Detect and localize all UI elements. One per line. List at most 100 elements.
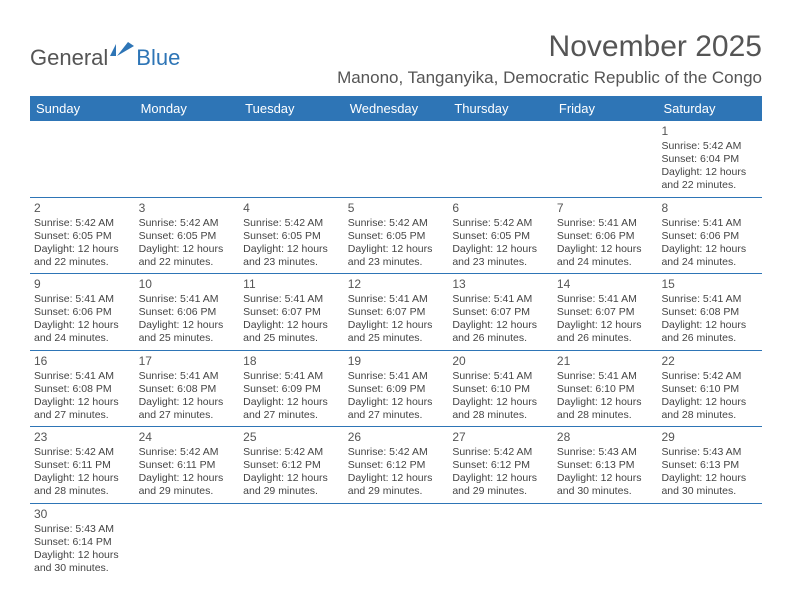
cell-daylight2: and 29 minutes. (139, 485, 236, 498)
day-header: Thursday (448, 96, 553, 121)
cell-sunset: Sunset: 6:13 PM (557, 459, 654, 472)
cell-sunset: Sunset: 6:12 PM (243, 459, 340, 472)
calendar-cell: 30Sunrise: 5:43 AMSunset: 6:14 PMDayligh… (30, 504, 135, 580)
cell-daylight1: Daylight: 12 hours (243, 472, 340, 485)
day-number: 7 (557, 201, 654, 216)
cell-daylight2: and 25 minutes. (243, 332, 340, 345)
cell-daylight1: Daylight: 12 hours (139, 319, 236, 332)
cell-sunrise: Sunrise: 5:41 AM (34, 293, 131, 306)
cell-sunset: Sunset: 6:06 PM (557, 230, 654, 243)
calendar-cell-empty (30, 121, 135, 197)
cell-daylight1: Daylight: 12 hours (452, 396, 549, 409)
day-number: 14 (557, 277, 654, 292)
calendar-cell: 17Sunrise: 5:41 AMSunset: 6:08 PMDayligh… (135, 351, 240, 427)
cell-daylight2: and 23 minutes. (243, 256, 340, 269)
week-row: 2Sunrise: 5:42 AMSunset: 6:05 PMDaylight… (30, 198, 762, 275)
cell-sunrise: Sunrise: 5:42 AM (243, 446, 340, 459)
cell-daylight1: Daylight: 12 hours (348, 243, 445, 256)
logo-text-blue: Blue (136, 45, 180, 71)
cell-daylight1: Daylight: 12 hours (661, 166, 758, 179)
cell-sunrise: Sunrise: 5:41 AM (661, 293, 758, 306)
calendar-cell-empty (135, 504, 240, 580)
cell-daylight2: and 27 minutes. (243, 409, 340, 422)
cell-daylight2: and 28 minutes. (557, 409, 654, 422)
calendar-cell: 21Sunrise: 5:41 AMSunset: 6:10 PMDayligh… (553, 351, 658, 427)
day-number: 21 (557, 354, 654, 369)
day-number: 16 (34, 354, 131, 369)
cell-daylight1: Daylight: 12 hours (34, 549, 131, 562)
calendar-cell: 8Sunrise: 5:41 AMSunset: 6:06 PMDaylight… (657, 198, 762, 274)
calendar-cell: 3Sunrise: 5:42 AMSunset: 6:05 PMDaylight… (135, 198, 240, 274)
cell-daylight2: and 29 minutes. (348, 485, 445, 498)
calendar-cell: 18Sunrise: 5:41 AMSunset: 6:09 PMDayligh… (239, 351, 344, 427)
cell-daylight2: and 30 minutes. (34, 562, 131, 575)
cell-sunset: Sunset: 6:07 PM (557, 306, 654, 319)
week-row: 1Sunrise: 5:42 AMSunset: 6:04 PMDaylight… (30, 121, 762, 198)
cell-sunset: Sunset: 6:07 PM (243, 306, 340, 319)
cell-sunset: Sunset: 6:06 PM (139, 306, 236, 319)
cell-sunrise: Sunrise: 5:43 AM (34, 523, 131, 536)
cell-daylight2: and 28 minutes. (34, 485, 131, 498)
cell-sunrise: Sunrise: 5:41 AM (661, 217, 758, 230)
cell-sunset: Sunset: 6:05 PM (34, 230, 131, 243)
cell-daylight1: Daylight: 12 hours (452, 243, 549, 256)
cell-daylight1: Daylight: 12 hours (661, 472, 758, 485)
calendar-cell: 15Sunrise: 5:41 AMSunset: 6:08 PMDayligh… (657, 274, 762, 350)
day-number: 4 (243, 201, 340, 216)
day-number: 26 (348, 430, 445, 445)
cell-daylight2: and 26 minutes. (557, 332, 654, 345)
calendar-cell-empty (553, 121, 658, 197)
cell-daylight2: and 26 minutes. (452, 332, 549, 345)
cell-sunset: Sunset: 6:05 PM (452, 230, 549, 243)
day-number: 18 (243, 354, 340, 369)
cell-daylight1: Daylight: 12 hours (452, 319, 549, 332)
cell-sunrise: Sunrise: 5:43 AM (557, 446, 654, 459)
calendar-cell: 20Sunrise: 5:41 AMSunset: 6:10 PMDayligh… (448, 351, 553, 427)
day-number: 5 (348, 201, 445, 216)
cell-sunrise: Sunrise: 5:41 AM (557, 293, 654, 306)
day-header: Tuesday (239, 96, 344, 121)
calendar-cell-empty (239, 121, 344, 197)
calendar-cell: 1Sunrise: 5:42 AMSunset: 6:04 PMDaylight… (657, 121, 762, 197)
calendar-cell: 28Sunrise: 5:43 AMSunset: 6:13 PMDayligh… (553, 427, 658, 503)
cell-daylight1: Daylight: 12 hours (243, 243, 340, 256)
weeks-container: 1Sunrise: 5:42 AMSunset: 6:04 PMDaylight… (30, 121, 762, 579)
cell-daylight2: and 29 minutes. (452, 485, 549, 498)
cell-daylight2: and 28 minutes. (452, 409, 549, 422)
cell-daylight2: and 23 minutes. (348, 256, 445, 269)
calendar-cell-empty (344, 121, 449, 197)
cell-sunset: Sunset: 6:05 PM (139, 230, 236, 243)
cell-daylight2: and 23 minutes. (452, 256, 549, 269)
day-number: 29 (661, 430, 758, 445)
calendar-cell: 12Sunrise: 5:41 AMSunset: 6:07 PMDayligh… (344, 274, 449, 350)
calendar-cell: 10Sunrise: 5:41 AMSunset: 6:06 PMDayligh… (135, 274, 240, 350)
day-number: 22 (661, 354, 758, 369)
logo: General Blue (30, 40, 180, 76)
day-headers-row: SundayMondayTuesdayWednesdayThursdayFrid… (30, 96, 762, 121)
calendar-cell-empty (448, 121, 553, 197)
day-number: 23 (34, 430, 131, 445)
calendar-cell: 7Sunrise: 5:41 AMSunset: 6:06 PMDaylight… (553, 198, 658, 274)
cell-sunrise: Sunrise: 5:42 AM (348, 446, 445, 459)
logo-text-general: General (30, 45, 108, 71)
calendar-cell: 19Sunrise: 5:41 AMSunset: 6:09 PMDayligh… (344, 351, 449, 427)
calendar-cell-empty (657, 504, 762, 580)
cell-sunrise: Sunrise: 5:42 AM (452, 446, 549, 459)
calendar-cell: 23Sunrise: 5:42 AMSunset: 6:11 PMDayligh… (30, 427, 135, 503)
cell-sunset: Sunset: 6:07 PM (452, 306, 549, 319)
cell-daylight1: Daylight: 12 hours (557, 472, 654, 485)
cell-sunrise: Sunrise: 5:42 AM (348, 217, 445, 230)
cell-sunset: Sunset: 6:08 PM (661, 306, 758, 319)
calendar-cell: 4Sunrise: 5:42 AMSunset: 6:05 PMDaylight… (239, 198, 344, 274)
cell-daylight1: Daylight: 12 hours (243, 396, 340, 409)
cell-daylight1: Daylight: 12 hours (661, 319, 758, 332)
day-number: 12 (348, 277, 445, 292)
cell-sunset: Sunset: 6:05 PM (348, 230, 445, 243)
cell-daylight2: and 27 minutes. (348, 409, 445, 422)
day-number: 28 (557, 430, 654, 445)
calendar-grid: SundayMondayTuesdayWednesdayThursdayFrid… (30, 96, 762, 579)
cell-daylight1: Daylight: 12 hours (348, 319, 445, 332)
calendar-cell-empty (448, 504, 553, 580)
day-header: Wednesday (344, 96, 449, 121)
calendar-cell: 24Sunrise: 5:42 AMSunset: 6:11 PMDayligh… (135, 427, 240, 503)
